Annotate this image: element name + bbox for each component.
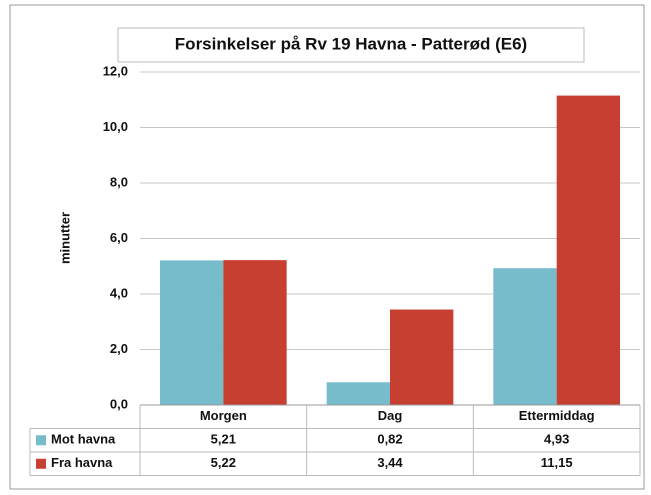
bar [326, 382, 390, 405]
table-value: 5,21 [211, 432, 236, 447]
table-value: 3,44 [377, 455, 403, 470]
bar [493, 268, 557, 405]
y-tick-label: 0,0 [110, 396, 128, 411]
y-tick-label: 2,0 [110, 341, 128, 356]
legend-label: Fra havna [51, 455, 113, 470]
title-box [117, 27, 585, 63]
bar [390, 309, 454, 405]
table-value: 0,82 [377, 432, 402, 447]
chart-title: Forsinkelser på Rv 19 Havna - Patterød (… [175, 34, 527, 53]
table-value: 5,22 [211, 455, 236, 470]
bar [556, 95, 620, 406]
chart-border [9, 4, 645, 490]
bar [223, 260, 287, 405]
legend-label: Mot havna [51, 432, 116, 447]
y-tick-label: 6,0 [110, 230, 128, 245]
table-value: 4,93 [544, 432, 569, 447]
y-tick-label: 12,0 [103, 63, 128, 78]
table-value: 11,15 [541, 455, 573, 470]
y-tick-label: 4,0 [110, 285, 128, 300]
legend-swatch [36, 458, 46, 469]
bar [160, 260, 224, 405]
x-tick-label: Ettermiddag [519, 408, 595, 423]
x-tick-label: Morgen [200, 408, 247, 423]
x-tick-label: Dag [378, 408, 403, 423]
y-tick-label: 8,0 [110, 174, 128, 189]
y-axis-label: minutter [57, 212, 72, 264]
y-tick-label: 10,0 [103, 119, 128, 134]
legend-swatch [36, 435, 46, 446]
